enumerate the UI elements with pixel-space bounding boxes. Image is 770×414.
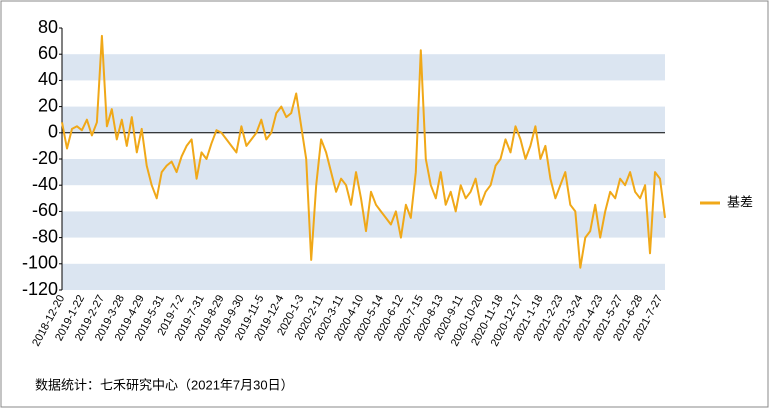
y-tick-label: -80 <box>32 226 58 246</box>
y-tick-label: 20 <box>38 95 58 115</box>
legend-label: 基差 <box>727 194 753 209</box>
series-line <box>61 34 666 269</box>
y-tick-label: 0 <box>48 122 58 142</box>
y-tick-label: -120 <box>22 279 58 299</box>
y-tick-label: -40 <box>32 174 58 194</box>
y-tick-label: -20 <box>32 148 58 168</box>
source-note: 数据统计：七禾研究中心（2021年7月30日） <box>35 377 294 392</box>
y-tick-label: -100 <box>22 253 58 273</box>
y-tick-label: 40 <box>38 69 58 89</box>
grid-band <box>62 54 665 81</box>
y-tick-label: -60 <box>32 200 58 220</box>
y-tick-label: 80 <box>38 17 58 37</box>
y-tick-label: 60 <box>38 43 58 63</box>
grid-band <box>62 159 665 186</box>
grid-band <box>62 263 665 290</box>
grid-band <box>62 106 665 133</box>
